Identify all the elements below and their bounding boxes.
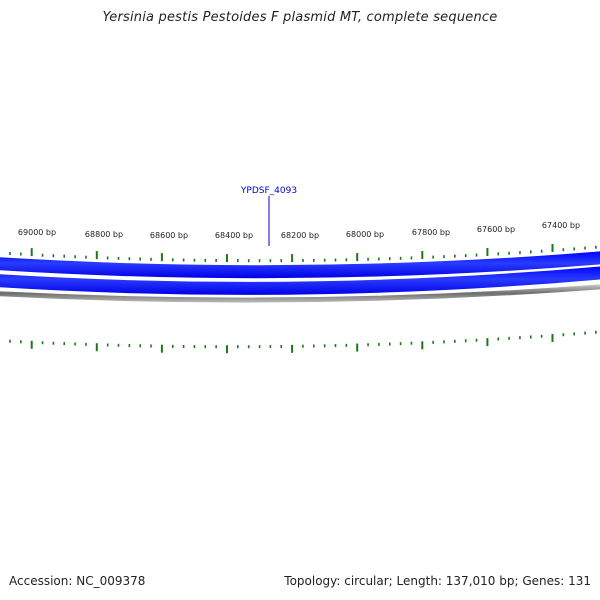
gene-track-forward bbox=[0, 251, 600, 279]
position-label: 68600 bp bbox=[150, 231, 188, 240]
position-label: 67800 bp bbox=[412, 228, 450, 237]
gene-track-reverse bbox=[0, 266, 600, 295]
position-label: 68800 bp bbox=[85, 230, 123, 239]
sequence-summary: Topology: circular; Length: 137,010 bp; … bbox=[284, 574, 591, 588]
position-label: 68400 bp bbox=[215, 231, 253, 240]
inner-tick-marks bbox=[9, 330, 597, 354]
gene-label[interactable]: YPDSF_4093 bbox=[240, 186, 297, 196]
position-label: 68200 bp bbox=[281, 231, 319, 240]
position-labels: 69000 bp 68800 bp 68600 bp 68400 bp 6820… bbox=[18, 221, 580, 240]
position-label: 69000 bp bbox=[18, 228, 56, 237]
position-label: 68000 bp bbox=[346, 230, 384, 239]
position-label: 67600 bp bbox=[477, 225, 515, 234]
accession-label: Accession: NC_009378 bbox=[9, 574, 146, 588]
outer-tick-marks bbox=[9, 243, 597, 263]
position-label: 67400 bp bbox=[542, 221, 580, 230]
page-title: Yersinia pestis Pestoides F plasmid MT, … bbox=[102, 10, 498, 25]
sequence-backbone bbox=[0, 284, 600, 303]
